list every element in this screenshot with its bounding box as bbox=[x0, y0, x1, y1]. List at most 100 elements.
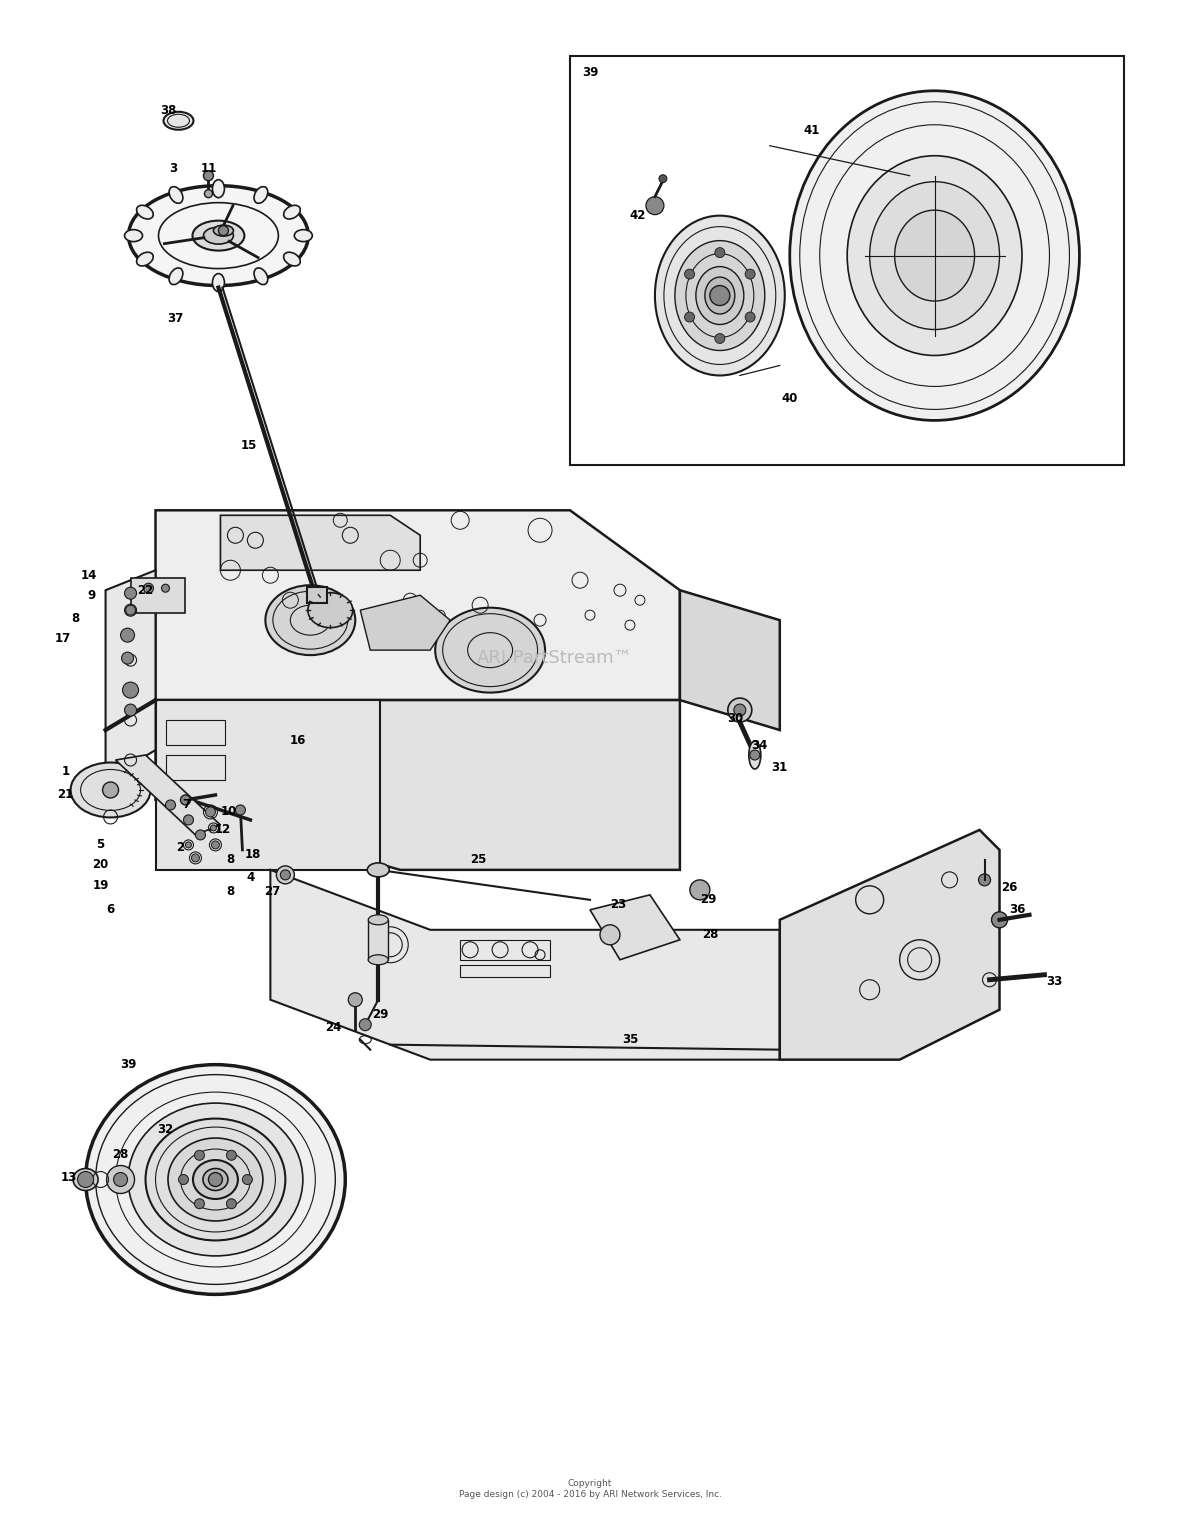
Ellipse shape bbox=[696, 267, 743, 325]
Circle shape bbox=[715, 247, 725, 258]
Text: 25: 25 bbox=[470, 854, 486, 866]
Text: 5: 5 bbox=[97, 838, 105, 852]
Polygon shape bbox=[680, 591, 780, 730]
Ellipse shape bbox=[203, 1168, 228, 1191]
Ellipse shape bbox=[283, 205, 300, 218]
Ellipse shape bbox=[254, 267, 268, 284]
Polygon shape bbox=[360, 596, 450, 651]
Polygon shape bbox=[156, 699, 680, 870]
Text: 16: 16 bbox=[290, 733, 307, 747]
Text: 9: 9 bbox=[87, 589, 96, 602]
Circle shape bbox=[125, 704, 137, 716]
Circle shape bbox=[191, 854, 199, 861]
Ellipse shape bbox=[254, 186, 268, 203]
Circle shape bbox=[348, 993, 362, 1006]
Text: 34: 34 bbox=[752, 739, 768, 751]
Ellipse shape bbox=[847, 156, 1022, 356]
Text: 36: 36 bbox=[1009, 904, 1025, 916]
Bar bbox=[368, 919, 388, 960]
Text: 4: 4 bbox=[247, 872, 255, 884]
Circle shape bbox=[211, 841, 219, 849]
Circle shape bbox=[196, 829, 205, 840]
Ellipse shape bbox=[675, 241, 765, 351]
Ellipse shape bbox=[73, 1168, 98, 1191]
Circle shape bbox=[599, 925, 620, 945]
Circle shape bbox=[123, 683, 138, 698]
Bar bbox=[131, 579, 185, 614]
Circle shape bbox=[183, 815, 194, 825]
Circle shape bbox=[690, 880, 710, 899]
Ellipse shape bbox=[169, 186, 183, 203]
Text: 31: 31 bbox=[772, 762, 788, 774]
Circle shape bbox=[218, 226, 229, 235]
Bar bbox=[156, 699, 380, 870]
Circle shape bbox=[165, 800, 176, 809]
Text: 19: 19 bbox=[92, 880, 109, 892]
Circle shape bbox=[125, 588, 137, 599]
Circle shape bbox=[103, 782, 118, 799]
Circle shape bbox=[185, 841, 191, 847]
Circle shape bbox=[734, 704, 746, 716]
Ellipse shape bbox=[789, 90, 1080, 420]
Ellipse shape bbox=[137, 205, 153, 218]
Polygon shape bbox=[270, 870, 780, 1060]
Circle shape bbox=[227, 1150, 236, 1161]
Bar bbox=[460, 965, 550, 977]
Text: 22: 22 bbox=[137, 583, 153, 597]
Text: 39: 39 bbox=[120, 1058, 137, 1070]
Circle shape bbox=[162, 585, 170, 592]
Text: 7: 7 bbox=[183, 799, 190, 811]
Ellipse shape bbox=[212, 180, 224, 197]
Ellipse shape bbox=[266, 585, 355, 655]
Text: 24: 24 bbox=[326, 1022, 341, 1034]
Circle shape bbox=[120, 628, 135, 643]
Text: 38: 38 bbox=[160, 104, 177, 118]
Text: 29: 29 bbox=[372, 1008, 388, 1022]
Text: 29: 29 bbox=[700, 893, 716, 907]
Circle shape bbox=[715, 333, 725, 344]
Ellipse shape bbox=[164, 111, 194, 130]
Ellipse shape bbox=[203, 228, 234, 244]
Ellipse shape bbox=[435, 608, 545, 693]
Circle shape bbox=[181, 796, 190, 805]
Circle shape bbox=[749, 750, 760, 760]
Text: 18: 18 bbox=[244, 849, 261, 861]
Ellipse shape bbox=[125, 229, 143, 241]
Polygon shape bbox=[221, 515, 420, 570]
Ellipse shape bbox=[214, 224, 234, 237]
Circle shape bbox=[745, 269, 755, 279]
Text: 2: 2 bbox=[177, 841, 184, 855]
Circle shape bbox=[113, 1173, 127, 1186]
Circle shape bbox=[710, 286, 730, 305]
Circle shape bbox=[242, 1174, 253, 1185]
Circle shape bbox=[991, 912, 1008, 928]
Ellipse shape bbox=[194, 1161, 238, 1199]
Circle shape bbox=[745, 312, 755, 322]
Text: 17: 17 bbox=[54, 632, 71, 644]
Text: 13: 13 bbox=[60, 1171, 77, 1183]
Text: 8: 8 bbox=[227, 886, 235, 898]
Circle shape bbox=[658, 174, 667, 183]
Circle shape bbox=[210, 825, 216, 831]
Circle shape bbox=[209, 1173, 223, 1186]
Text: 41: 41 bbox=[804, 124, 820, 137]
Text: 11: 11 bbox=[201, 162, 217, 176]
Ellipse shape bbox=[283, 252, 300, 266]
Text: 33: 33 bbox=[1047, 976, 1062, 988]
Circle shape bbox=[281, 870, 290, 880]
Text: 1: 1 bbox=[61, 765, 70, 779]
Ellipse shape bbox=[368, 915, 388, 925]
Ellipse shape bbox=[308, 592, 353, 628]
Text: 8: 8 bbox=[72, 612, 80, 625]
Circle shape bbox=[203, 171, 214, 180]
Polygon shape bbox=[156, 510, 680, 699]
Text: 39: 39 bbox=[582, 66, 598, 79]
Text: 28: 28 bbox=[112, 1148, 129, 1161]
Ellipse shape bbox=[367, 863, 389, 876]
Circle shape bbox=[227, 1199, 236, 1209]
Text: 42: 42 bbox=[630, 209, 647, 221]
Bar bbox=[307, 588, 327, 603]
Circle shape bbox=[195, 1150, 204, 1161]
Circle shape bbox=[684, 269, 695, 279]
Bar bbox=[165, 721, 225, 745]
